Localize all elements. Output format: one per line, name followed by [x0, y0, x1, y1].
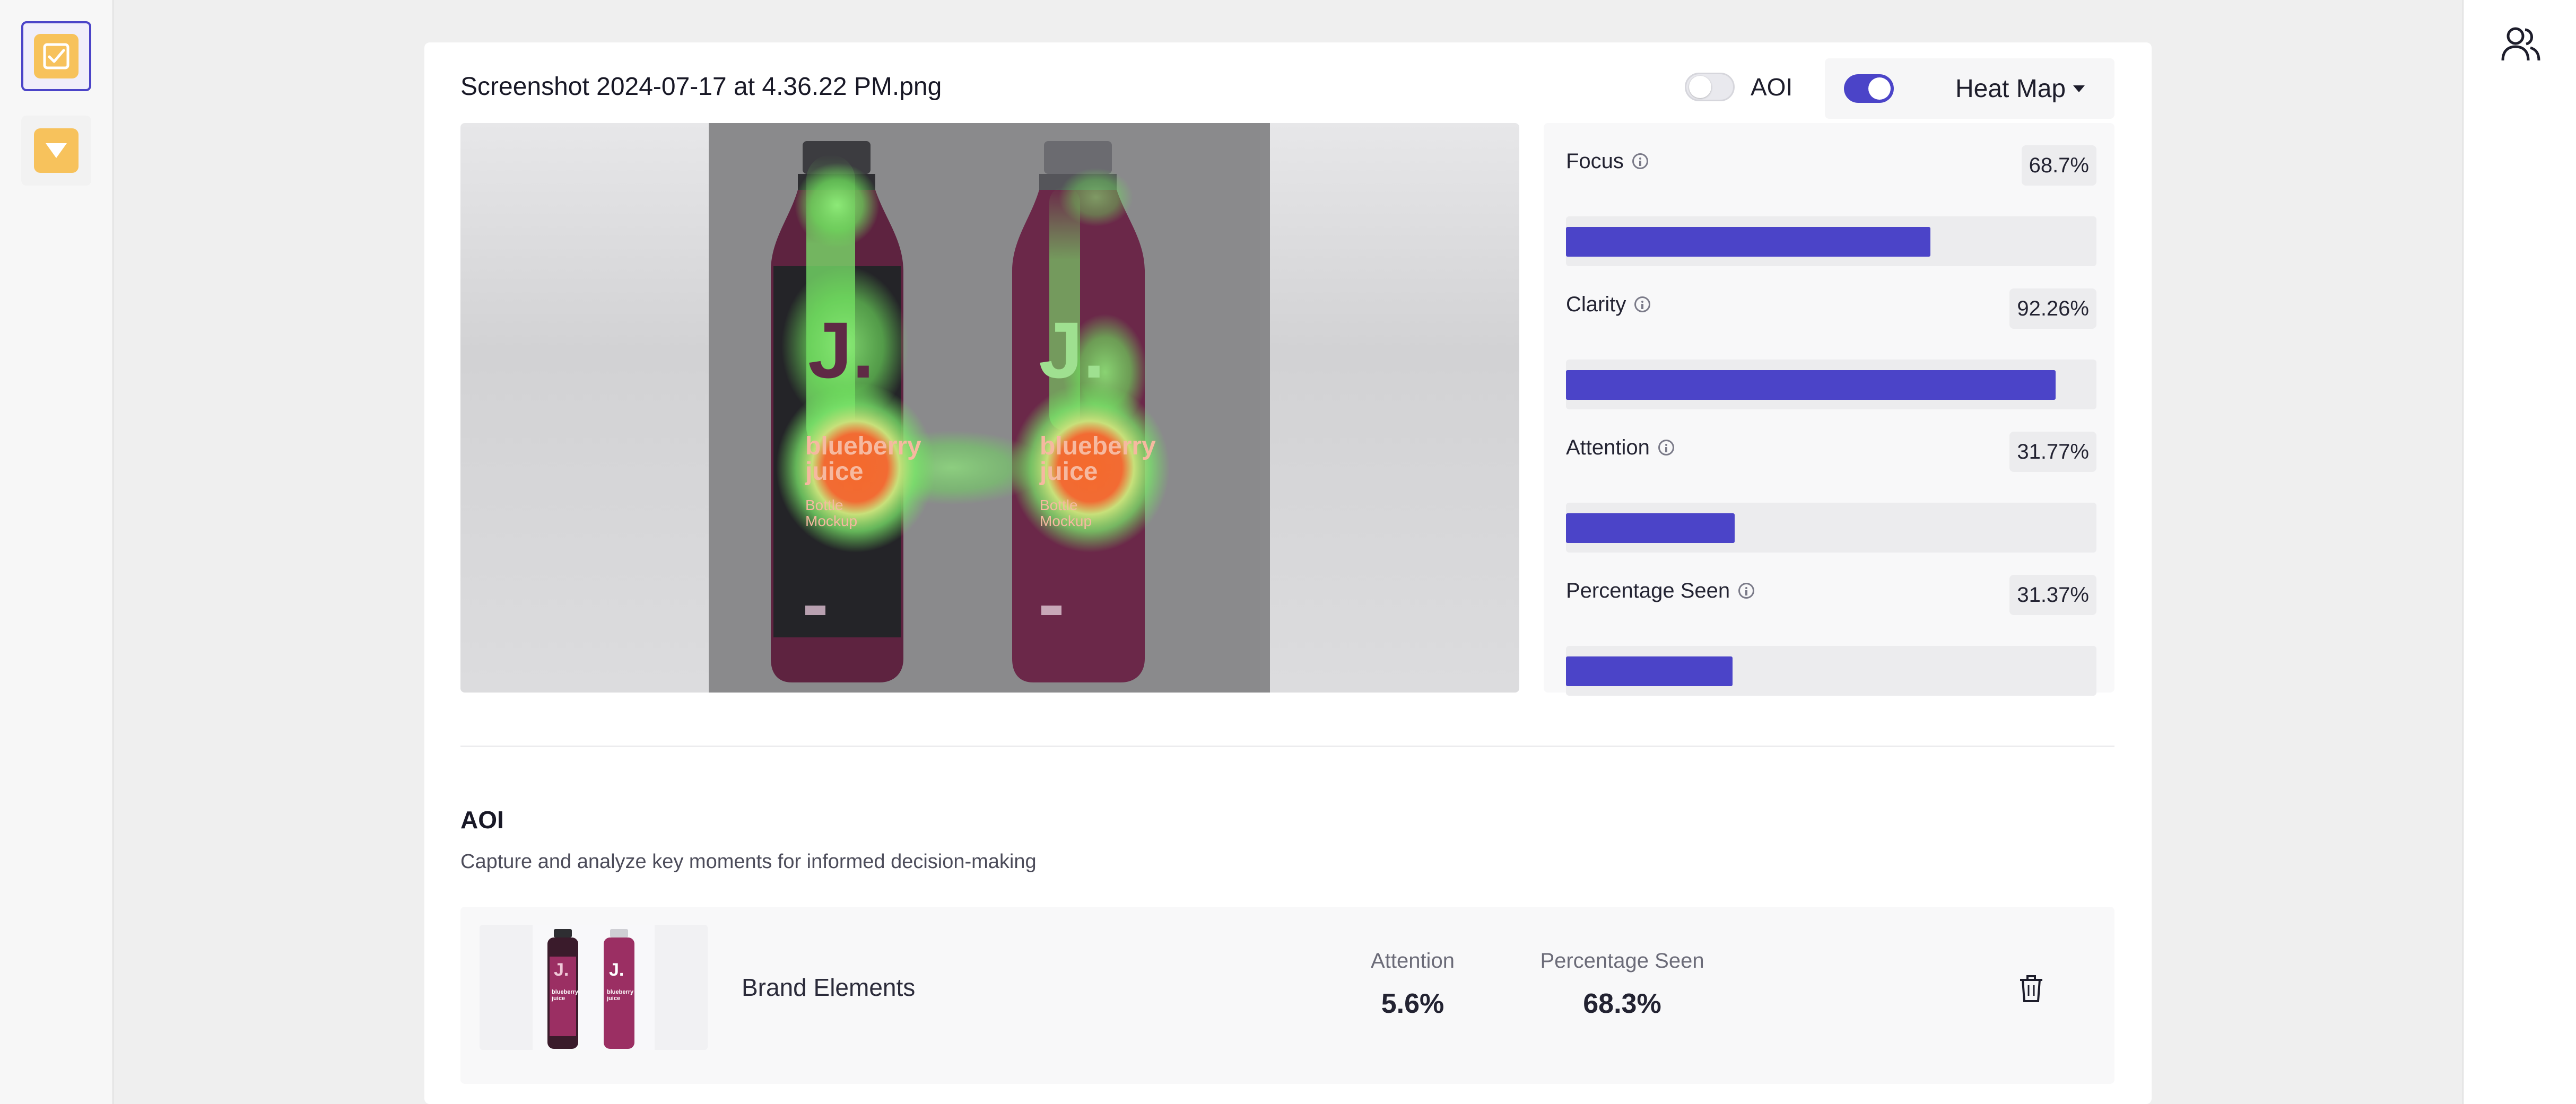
- aoi-section-subtitle: Capture and analyze key moments for info…: [460, 851, 1037, 873]
- chevron-down-icon[interactable]: [2073, 85, 2085, 92]
- stat-value: 5.6%: [1381, 988, 1444, 1019]
- users-icon[interactable]: [2500, 23, 2542, 66]
- bottle-left-line3: Bottle: [805, 497, 843, 513]
- metric-label: Attention: [1566, 435, 1650, 459]
- dropdown-arrow-icon: [34, 128, 79, 173]
- bottle-right-line3: Bottle: [1040, 497, 1078, 513]
- aoi-toggle-label: AOI: [1751, 73, 1793, 101]
- metric-label: Focus: [1566, 149, 1624, 173]
- bottle-left-line4: Mockup: [805, 513, 857, 529]
- thumb-brand-right: J.: [609, 960, 624, 980]
- metric-label: Clarity: [1566, 292, 1626, 316]
- metric-bar-track: [1566, 360, 2096, 409]
- aoi-toggle[interactable]: [1685, 73, 1735, 101]
- bottle-right-brand: J.: [1039, 305, 1105, 395]
- analysis-card: Screenshot 2024-07-17 at 4.36.22 PM.png …: [424, 42, 2152, 1104]
- checkbox-icon: [34, 34, 79, 78]
- left-toolbar: [0, 0, 114, 1104]
- info-icon[interactable]: [1738, 583, 1755, 599]
- metric-bar-fill: [1566, 656, 1733, 686]
- trash-icon[interactable]: [2018, 974, 2044, 1003]
- right-toolbar: [2462, 0, 2576, 1104]
- heatmap-image: J. J. blueberry juice Bottle Mockup blue…: [460, 123, 1519, 693]
- metric-bar-fill: [1566, 227, 1930, 257]
- heatmap-control: Heat Map: [1825, 58, 2114, 119]
- thumb-line2-right: juice: [606, 995, 620, 1002]
- thumb-line1-right: blueberry: [607, 989, 634, 995]
- metric-bar-fill: [1566, 513, 1735, 543]
- metric-bar-track: [1566, 646, 2096, 696]
- aoi-name: Brand Elements: [742, 974, 916, 1001]
- metric-bar-track: [1566, 503, 2096, 553]
- bottle-right-line1: blueberry: [1040, 432, 1156, 460]
- metric-value: 31.77%: [2009, 432, 2096, 472]
- aoi-section-title: AOI: [460, 806, 504, 834]
- file-title: Screenshot 2024-07-17 at 4.36.22 PM.png: [460, 73, 942, 101]
- stat-label: Attention: [1371, 949, 1455, 972]
- heatmap-toggle[interactable]: [1844, 74, 1894, 103]
- metric-label: Percentage Seen: [1566, 579, 1730, 602]
- info-icon[interactable]: [1632, 153, 1648, 169]
- aoi-thumbnail: J. J. blueberry juice blueberry juice: [480, 925, 708, 1050]
- bottle-right-logo: [1041, 606, 1061, 615]
- bottle-left-brand: J.: [808, 305, 874, 395]
- metric-value: 68.7%: [2021, 145, 2096, 186]
- metric-bar-track: [1566, 216, 2096, 266]
- thumb-line2-left: juice: [551, 995, 565, 1002]
- metrics-panel: Focus 68.7% Clarity 92.26% Attention 31.…: [1544, 123, 2114, 696]
- aoi-attention-stat: Attention 5.6%: [1357, 947, 1468, 1022]
- bottle-left-line2: juice: [805, 458, 863, 486]
- metric-bar-fill: [1566, 370, 2056, 400]
- info-icon[interactable]: [1658, 440, 1674, 455]
- info-icon[interactable]: [1634, 296, 1651, 312]
- bottle-left-line1: blueberry: [805, 432, 921, 460]
- view-mode-dropdown[interactable]: Heat Map: [1955, 74, 2066, 103]
- thumb-line1-left: blueberry: [552, 989, 579, 995]
- aoi-toggle-group: AOI: [1685, 69, 1792, 105]
- aoi-row[interactable]: J. J. blueberry juice blueberry juice Br…: [460, 907, 2114, 1084]
- bottle-left-logo: [805, 606, 825, 615]
- aoi-percentage-seen-stat: Percentage Seen 68.3%: [1532, 947, 1712, 1022]
- metric-value: 31.37%: [2009, 575, 2096, 615]
- thumb-brand-left: J.: [554, 960, 569, 980]
- bottle-right-line4: Mockup: [1040, 513, 1092, 529]
- checkbox-tool-button[interactable]: [21, 21, 91, 91]
- bottle-right-line2: juice: [1039, 458, 1098, 486]
- stat-value: 68.3%: [1583, 988, 1661, 1019]
- metric-value: 92.26%: [2009, 288, 2096, 329]
- section-divider: [460, 746, 2114, 747]
- dropdown-tool-button[interactable]: [21, 116, 91, 186]
- stat-label: Percentage Seen: [1540, 949, 1704, 972]
